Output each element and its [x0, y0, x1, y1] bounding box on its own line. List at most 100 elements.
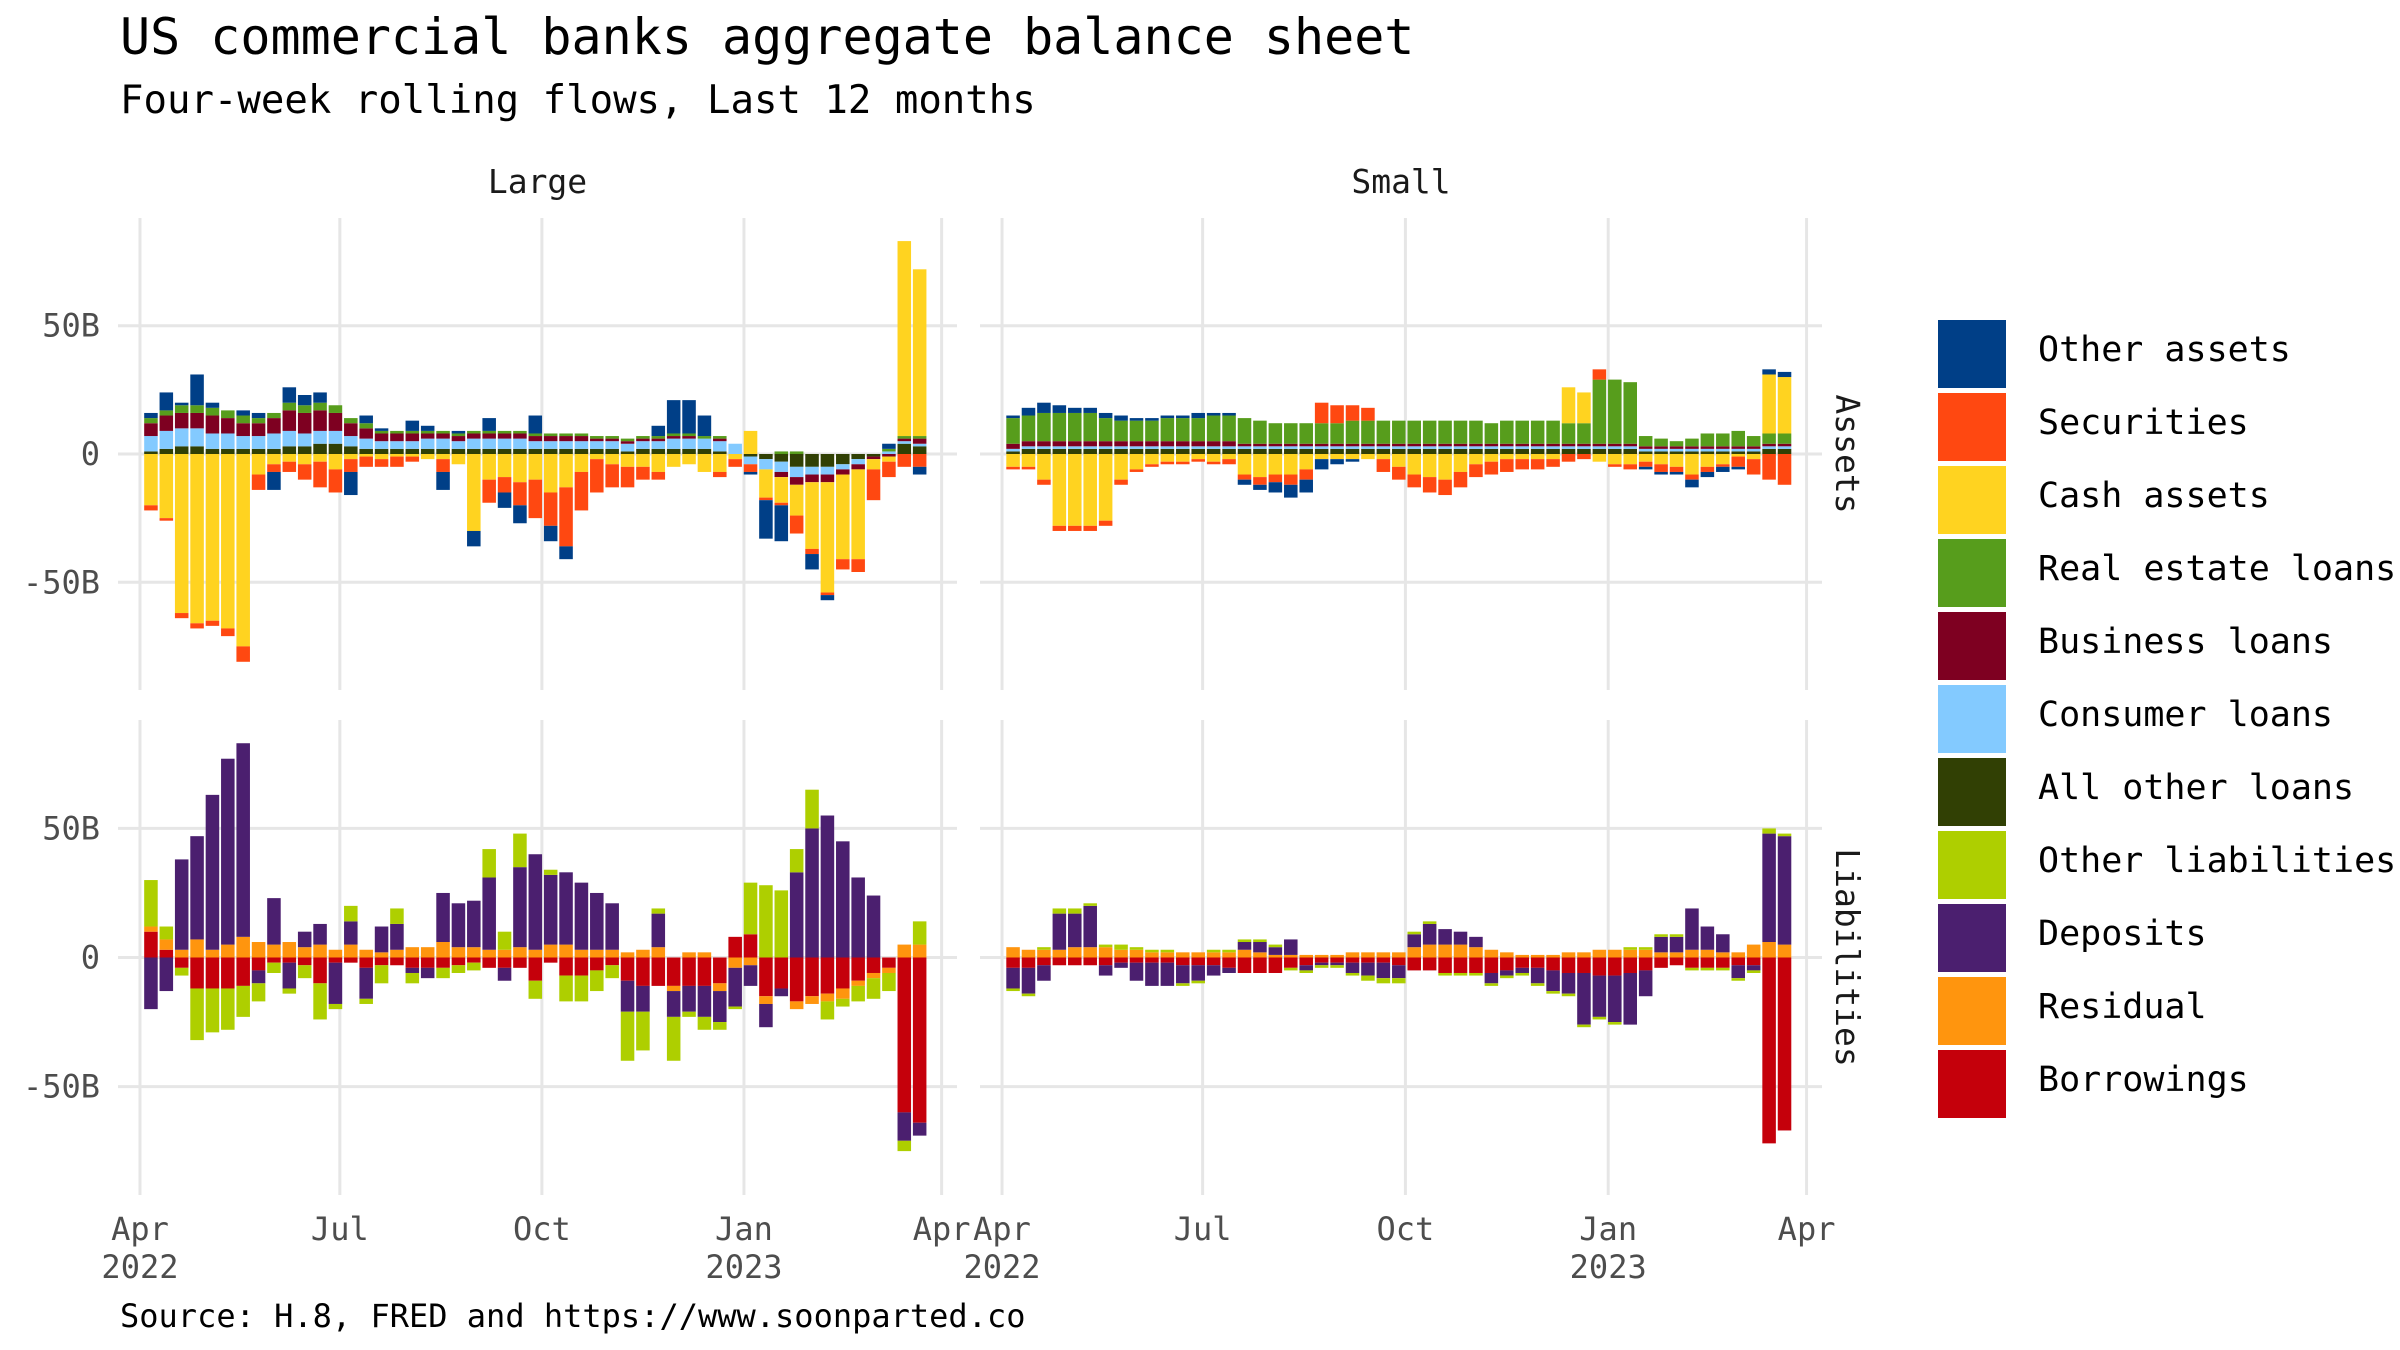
- bar-large-assets-real-estate-loans: [651, 436, 666, 439]
- bar-large-liabilities-deposits: [497, 967, 512, 981]
- legend-swatch: [1938, 758, 2006, 826]
- bar-small-assets-business-loans: [1037, 441, 1051, 447]
- bar-small-assets-consumer-loans: [1546, 446, 1560, 449]
- bar-large-liabilities-other-liabilities: [774, 890, 789, 958]
- bar-small-assets-securities: [1731, 456, 1746, 467]
- bar-small-assets-real-estate-loans: [1392, 420, 1406, 444]
- bar-large-assets-cash-assets: [912, 269, 927, 437]
- bar-large-assets-consumer-loans: [774, 461, 789, 472]
- bar-small-liabilities-other-liabilities: [1746, 970, 1761, 973]
- bar-small-assets-cash-assets: [1268, 454, 1283, 475]
- bar-large-assets-cash-assets: [313, 454, 327, 462]
- bar-large-assets-other-assets: [528, 415, 543, 434]
- bar-small-assets-all-other-loans: [1515, 448, 1529, 454]
- bar-small-liabilities-residual: [1268, 954, 1283, 958]
- bar-small-assets-securities: [1098, 520, 1113, 526]
- bar-large-assets-all-other-loans: [236, 448, 250, 454]
- bar-small-liabilities-deposits: [1345, 962, 1360, 973]
- bar-large-assets-securities: [543, 492, 558, 526]
- bar-small-assets-securities: [1052, 525, 1067, 531]
- bar-large-liabilities-deposits: [543, 874, 558, 945]
- bar-large-assets-consumer-loans: [682, 438, 696, 449]
- bar-small-liabilities-deposits: [1129, 962, 1144, 981]
- bar-small-liabilities-other-liabilities: [1484, 983, 1499, 986]
- bar-small-assets-cash-assets: [1561, 387, 1576, 424]
- bar-small-assets-cash-assets: [1654, 454, 1668, 465]
- bar-small-liabilities-other-liabilities: [1098, 944, 1113, 948]
- bar-large-liabilities-residual: [651, 947, 666, 958]
- bar-small-assets-real-estate-loans: [1608, 379, 1622, 444]
- bar-small-liabilities-borrowings: [1407, 957, 1421, 971]
- bar-large-liabilities-other-liabilities: [713, 1022, 727, 1030]
- bar-small-liabilities-other-liabilities: [1268, 944, 1283, 948]
- bar-small-assets-securities: [1345, 405, 1360, 421]
- bar-large-liabilities-borrowings: [205, 957, 220, 989]
- bar-large-assets-other-assets: [313, 392, 327, 403]
- bar-large-assets-securities: [713, 471, 727, 478]
- bar-small-liabilities-borrowings: [1577, 957, 1591, 973]
- bar-large-assets-securities: [282, 461, 297, 472]
- bar-small-liabilities-residual: [1561, 952, 1576, 958]
- bar-small-assets-business-loans: [1284, 443, 1298, 447]
- bar-small-liabilities-residual: [1546, 954, 1560, 958]
- bar-small-liabilities-borrowings: [1762, 957, 1776, 1144]
- bar-small-liabilities-other-liabilities: [1376, 978, 1391, 984]
- bar-small-assets-business-loans: [1299, 443, 1313, 447]
- legend-swatch: [1938, 977, 2006, 1045]
- bar-large-assets-business-loans: [590, 438, 604, 442]
- bar-large-assets-business-loans: [359, 428, 373, 439]
- bar-small-assets-all-other-loans: [1546, 448, 1560, 454]
- bar-large-assets-business-loans: [543, 436, 558, 442]
- bar-small-assets-consumer-loans: [1037, 446, 1051, 449]
- x-tick-label: Jul: [1174, 1210, 1232, 1248]
- bar-large-assets-other-assets: [805, 554, 819, 570]
- legend-swatch: [1938, 1050, 2006, 1118]
- bar-large-assets-other-assets: [482, 418, 496, 431]
- bar-large-assets-other-assets: [666, 400, 681, 434]
- bar-large-liabilities-residual: [267, 944, 281, 958]
- bar-small-assets-consumer-loans: [1561, 446, 1576, 449]
- bar-large-assets-cash-assets: [882, 456, 896, 462]
- bar-small-assets-consumer-loans: [1453, 446, 1468, 449]
- bar-large-assets-cash-assets: [774, 477, 789, 503]
- bar-large-assets-cash-assets: [682, 454, 696, 465]
- bar-small-assets-other-assets: [1700, 471, 1715, 478]
- bar-small-assets-consumer-loans: [1731, 448, 1746, 452]
- bar-small-liabilities-residual: [1222, 952, 1236, 958]
- bar-small-assets-other-assets: [1330, 459, 1344, 465]
- bar-large-assets-all-other-loans: [743, 454, 758, 457]
- bar-small-liabilities-other-liabilities: [1407, 931, 1421, 935]
- bar-large-liabilities-borrowings: [405, 957, 420, 968]
- bar-small-assets-all-other-loans: [1284, 448, 1298, 454]
- bar-large-assets-business-loans: [713, 438, 727, 442]
- bar-small-liabilities-residual: [1345, 952, 1360, 958]
- bar-large-assets-other-assets: [451, 430, 466, 434]
- bar-large-liabilities-borrowings: [912, 957, 927, 1123]
- bar-small-assets-business-loans: [1021, 441, 1036, 447]
- bar-large-liabilities-residual: [851, 980, 865, 986]
- bar-small-assets-other-assets: [1237, 479, 1252, 485]
- bar-small-assets-other-assets: [1716, 466, 1730, 472]
- bar-small-liabilities-borrowings: [1422, 957, 1437, 971]
- bar-small-liabilities-other-liabilities: [1654, 934, 1668, 937]
- bar-small-assets-cash-assets: [1731, 454, 1746, 457]
- bar-large-assets-securities: [390, 456, 404, 467]
- facet-label-assets: Assets: [1828, 394, 1867, 513]
- bar-large-liabilities-deposits: [482, 877, 496, 950]
- bar-large-assets-all-other-loans: [805, 454, 819, 467]
- bar-small-liabilities-borrowings: [1608, 957, 1622, 976]
- bar-large-liabilities-deposits: [174, 859, 189, 950]
- bar-large-liabilities-residual: [374, 952, 389, 958]
- bar-small-assets-other-assets: [1268, 482, 1283, 493]
- bar-large-assets-consumer-loans: [666, 438, 681, 449]
- bar-large-liabilities-deposits: [390, 923, 404, 950]
- bar-large-assets-real-estate-loans: [682, 433, 696, 437]
- bar-large-liabilities-residual: [297, 947, 312, 958]
- bar-small-liabilities-borrowings: [1314, 957, 1329, 963]
- bar-large-assets-business-loans: [651, 438, 666, 442]
- bar-small-assets-real-estate-loans: [1638, 436, 1653, 447]
- bar-large-assets-securities: [359, 456, 373, 467]
- bar-small-assets-securities: [1237, 474, 1252, 480]
- bar-small-assets-cash-assets: [1083, 454, 1097, 526]
- bar-large-assets-real-estate-loans: [774, 451, 789, 454]
